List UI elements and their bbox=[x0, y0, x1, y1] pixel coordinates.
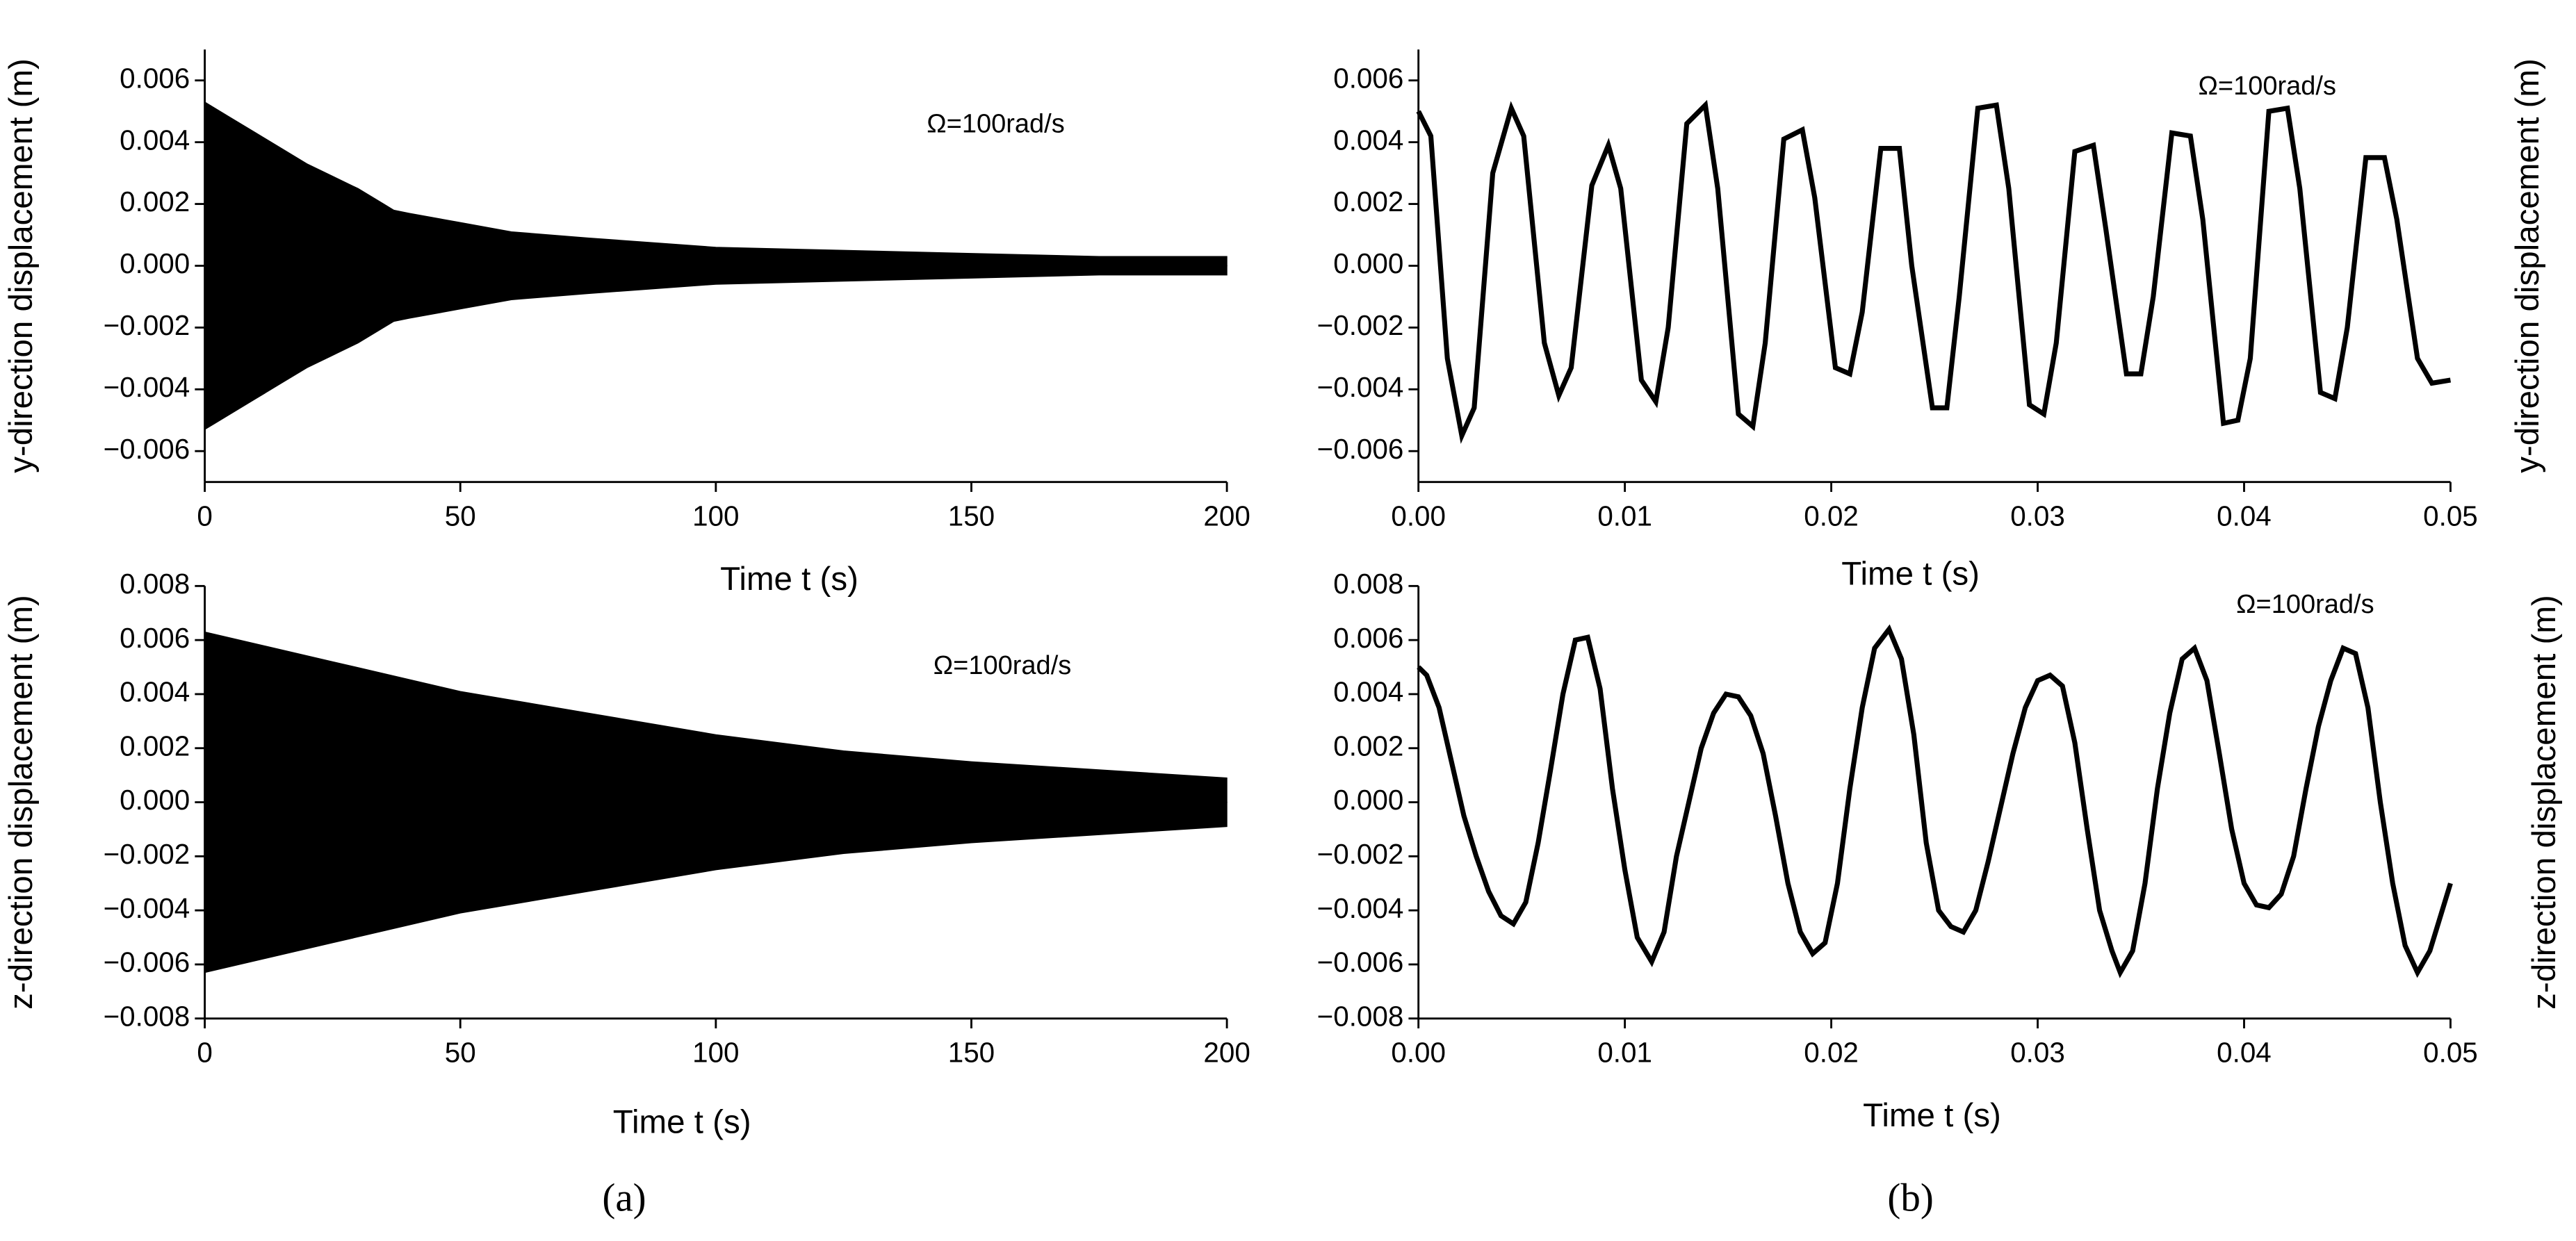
x-tick-label: 0.02 bbox=[1804, 500, 1859, 532]
envelope-area bbox=[204, 631, 1228, 803]
y-tick-label: −0.004 bbox=[1317, 892, 1404, 924]
x-tick-label: 100 bbox=[692, 1037, 739, 1069]
x-tick-label: 0 bbox=[197, 500, 212, 532]
y-tick-label: −0.002 bbox=[1317, 838, 1404, 870]
annotation: Ω=100rad/s bbox=[2236, 590, 2374, 619]
y-axis-title: z-direction displacement (m) bbox=[3, 595, 40, 1010]
y-tick-label: 0.004 bbox=[120, 124, 190, 156]
x-tick-label: 0.00 bbox=[1391, 500, 1446, 532]
y-tick-label: 0.002 bbox=[1333, 186, 1403, 217]
y-tick-label: −0.002 bbox=[1317, 309, 1404, 341]
y-tick-label: 0.004 bbox=[1333, 124, 1403, 156]
panel-label: (a) bbox=[602, 1176, 646, 1220]
line bbox=[1417, 624, 2453, 978]
annotation: Ω=100rad/s bbox=[934, 651, 1071, 680]
x-tick-label: 200 bbox=[1203, 1037, 1250, 1069]
x-tick-label: 50 bbox=[445, 1037, 476, 1069]
y-axis-title: y-direction displacement (m) bbox=[3, 58, 40, 473]
y-tick-label: −0.002 bbox=[104, 838, 190, 870]
x-tick-label: 0.05 bbox=[2423, 1037, 2478, 1069]
line bbox=[1416, 99, 2452, 444]
y-tick-label: −0.004 bbox=[104, 892, 190, 924]
x-axis-title: Time t (s) bbox=[1863, 1097, 2001, 1134]
envelope-area bbox=[204, 265, 1228, 431]
y-tick-label: 0.006 bbox=[120, 62, 190, 94]
x-tick-label: 150 bbox=[948, 1037, 995, 1069]
y-tick-label: −0.006 bbox=[104, 946, 190, 978]
y-tick-label: 0.006 bbox=[1333, 62, 1403, 94]
y-tick-label: 0.006 bbox=[1333, 622, 1403, 654]
x-axis-title: Time t (s) bbox=[1841, 556, 1980, 593]
y-tick-label: 0.002 bbox=[120, 730, 190, 762]
x-tick-label: 0.04 bbox=[2217, 500, 2272, 532]
y-axis-title: z-direction displacement (m) bbox=[2526, 595, 2563, 1010]
x-tick-label: 0.03 bbox=[2010, 500, 2065, 532]
y-tick-label: 0.002 bbox=[1333, 730, 1403, 762]
x-axis-title: Time t (s) bbox=[613, 1103, 751, 1140]
y-tick-label: 0.000 bbox=[120, 247, 190, 279]
x-tick-label: 0.05 bbox=[2423, 500, 2478, 532]
x-tick-label: 200 bbox=[1203, 500, 1250, 532]
x-axis-title: Time t (s) bbox=[720, 561, 858, 598]
y-tick-label: −0.006 bbox=[1317, 946, 1404, 978]
y-tick-label: −0.004 bbox=[104, 371, 190, 403]
y-tick-label: −0.004 bbox=[1317, 371, 1404, 403]
y-axis-title: y-direction displacement (m) bbox=[2509, 58, 2546, 473]
y-tick-label: 0.008 bbox=[120, 568, 190, 600]
y-tick-label: 0.000 bbox=[1333, 784, 1403, 816]
x-tick-label: 50 bbox=[445, 500, 476, 532]
x-tick-label: 100 bbox=[692, 500, 739, 532]
y-tick-label: −0.008 bbox=[104, 1000, 190, 1032]
annotation: Ω=100rad/s bbox=[927, 110, 1064, 139]
x-tick-label: 0.03 bbox=[2010, 1037, 2065, 1069]
y-tick-label: 0.000 bbox=[1333, 247, 1403, 279]
y-tick-label: 0.006 bbox=[120, 622, 190, 654]
y-tick-label: 0.000 bbox=[120, 784, 190, 816]
annotation: Ω=100rad/s bbox=[2199, 72, 2336, 101]
x-tick-label: 0.01 bbox=[1597, 1037, 1652, 1069]
x-tick-label: 0 bbox=[197, 1037, 212, 1069]
y-tick-label: 0.004 bbox=[120, 676, 190, 708]
y-tick-label: −0.008 bbox=[1317, 1000, 1404, 1032]
envelope-area bbox=[204, 801, 1228, 973]
panel-label: (b) bbox=[1887, 1176, 1933, 1220]
y-tick-label: −0.006 bbox=[1317, 433, 1404, 465]
y-tick-label: 0.002 bbox=[120, 186, 190, 217]
y-tick-label: −0.006 bbox=[104, 433, 190, 465]
x-tick-label: 0.00 bbox=[1391, 1037, 1446, 1069]
envelope-area bbox=[204, 101, 1228, 267]
y-tick-label: −0.002 bbox=[104, 309, 190, 341]
x-tick-label: 0.01 bbox=[1597, 500, 1652, 532]
x-tick-label: 150 bbox=[948, 500, 995, 532]
y-tick-label: 0.004 bbox=[1333, 676, 1403, 708]
x-tick-label: 0.02 bbox=[1804, 1037, 1859, 1069]
x-tick-label: 0.04 bbox=[2217, 1037, 2272, 1069]
y-tick-label: 0.008 bbox=[1333, 568, 1403, 600]
